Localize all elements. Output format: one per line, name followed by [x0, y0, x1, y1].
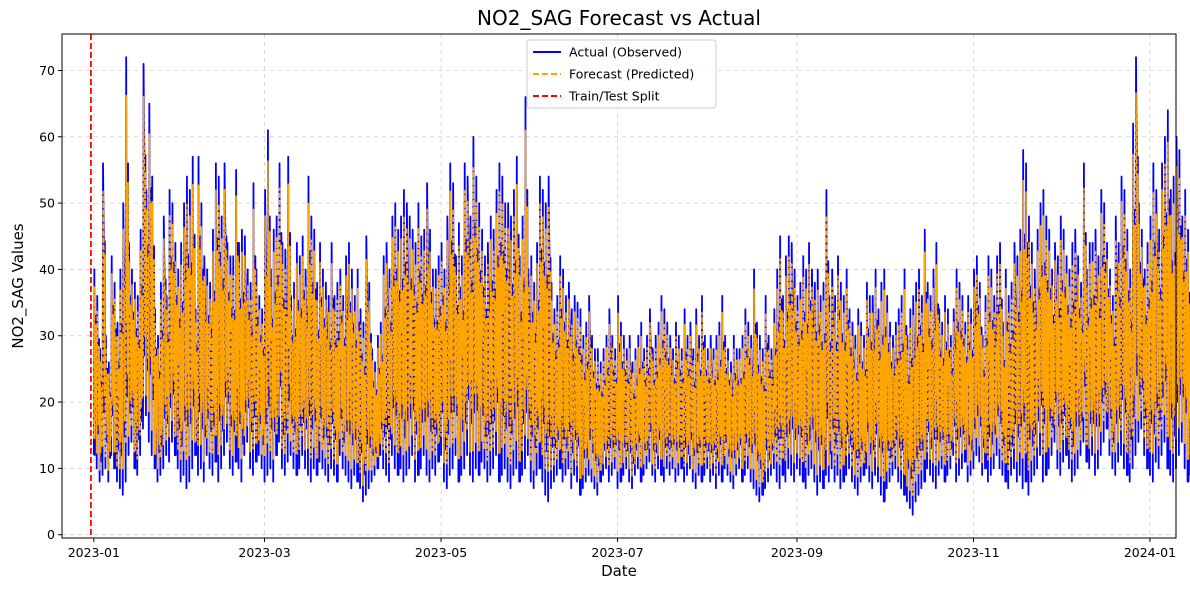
chart-title: NO2_SAG Forecast vs Actual: [477, 6, 761, 30]
y-tick-label: 10: [39, 461, 55, 476]
y-tick-label: 50: [39, 196, 55, 211]
x-tick-label: 2023-11: [947, 545, 999, 560]
y-axis-label: NO2_SAG Values: [9, 223, 28, 348]
x-axis-label: Date: [601, 562, 637, 580]
x-tick-label: 2023-01: [68, 545, 120, 560]
series-forecast: [93, 92, 1190, 496]
legend-label-split: Train/Test Split: [568, 89, 660, 104]
y-tick-label: 30: [39, 328, 55, 343]
x-tick-label: 2024-01: [1124, 545, 1176, 560]
legend: Actual (Observed) Forecast (Predicted) T…: [526, 39, 717, 109]
y-tick-label: 0: [47, 527, 55, 542]
legend-box: [526, 39, 717, 109]
x-axis-ticks: 2023-01 2023-03 2023-05 2023-07 2023-09 2023-…: [68, 538, 1176, 560]
x-tick-label: 2023-05: [415, 545, 467, 560]
legend-label-forecast: Forecast (Predicted): [569, 67, 694, 82]
x-tick-label: 2023-09: [771, 545, 823, 560]
y-tick-label: 70: [39, 63, 55, 78]
x-tick-label: 2023-03: [238, 545, 290, 560]
y-tick-label: 40: [39, 262, 55, 277]
legend-label-actual: Actual (Observed): [569, 45, 682, 60]
x-tick-label: 2023-07: [591, 545, 643, 560]
y-tick-label: 20: [39, 395, 55, 410]
y-axis-ticks: 0 10 20 30 40 50 60 70: [39, 63, 62, 542]
forecast-line: [93, 92, 1190, 496]
plot-frame: [61, 33, 1177, 539]
y-tick-label: 60: [39, 129, 55, 144]
